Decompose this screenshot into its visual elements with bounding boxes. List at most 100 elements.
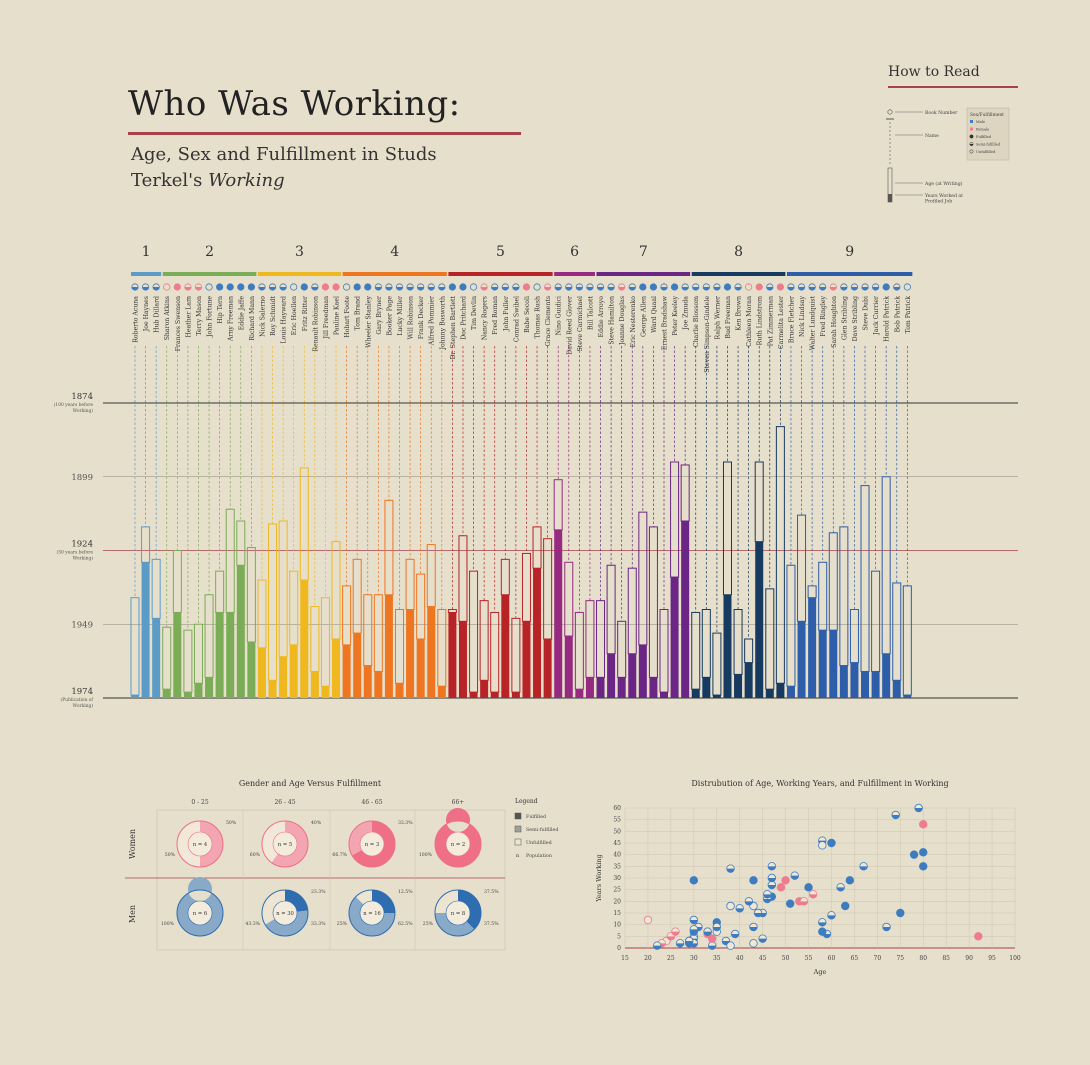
years-worked-segment (321, 686, 330, 698)
scatter-point (909, 850, 919, 859)
age-segment (722, 461, 732, 596)
age-segment (141, 526, 151, 563)
age-segment (363, 594, 373, 667)
scatter-dot-semi (790, 875, 799, 880)
pie-cell: n = 4 50% 50% (165, 820, 237, 868)
person-name: Nino Guidici (556, 296, 563, 335)
years-worked-segment (511, 692, 520, 698)
scatter-dot (974, 932, 983, 941)
person-bar: Fred Ringley (818, 283, 828, 698)
person-name: Roy Schmidt (270, 296, 277, 336)
age-segment (225, 508, 235, 613)
pie-pct-label: 37.5% (484, 889, 499, 895)
person-name: Ralph Werner (714, 296, 721, 340)
scatter-point (744, 897, 754, 906)
scatter-point (703, 927, 712, 936)
scatter-dot (726, 901, 735, 911)
scatter-point (974, 932, 983, 941)
pie-legend-label: Semi-fulfilled (526, 827, 558, 833)
person-bar: Wheeler Stanley (363, 283, 373, 698)
years-worked-segment (734, 674, 743, 698)
semi-fill (428, 287, 435, 291)
pie-slice-un (262, 890, 285, 925)
fulfillment-icon (290, 283, 298, 291)
scatter-dot-semi (768, 885, 776, 889)
scatter-point (919, 848, 928, 857)
pie-pct-label: 37.5% (484, 921, 499, 927)
years-worked-segment (501, 594, 510, 698)
fulfillment-icon (342, 283, 351, 291)
person-name: Thomas Rush (535, 296, 542, 338)
pie-cell: n = 3 33.3% 66.7% (332, 820, 413, 868)
person-name: Hobart Foote (344, 296, 351, 338)
pie-pct-label: 12.5% (398, 889, 413, 895)
age-segment (469, 570, 479, 693)
book-6-bar (554, 272, 595, 276)
person-bar: Pat Zimmerman (765, 283, 775, 698)
book-4-bar (342, 272, 447, 276)
scatter-point (781, 876, 790, 885)
scatter-point (749, 939, 758, 948)
pie-outline (261, 820, 309, 868)
age-segment (828, 532, 838, 631)
person-bar: Gary Bryner (373, 283, 383, 698)
person-bar: Thomas Rush (532, 283, 542, 698)
age-segment (299, 467, 309, 581)
age-segment (426, 544, 436, 608)
years-worked-segment (554, 529, 563, 698)
legend-semi-fill (969, 144, 974, 146)
semi-fill (840, 287, 848, 291)
title-rule (128, 132, 521, 135)
scatter-dot (804, 883, 813, 892)
person-bar: Ken Brown (733, 283, 743, 698)
scatter-dot-semi (653, 945, 661, 950)
scatter-x-tick: 25 (667, 955, 675, 962)
fulfillment-icon (364, 283, 372, 291)
scatter-dot-semi (735, 908, 744, 913)
pie-n-label: n = 3 (365, 842, 379, 848)
person-bar: Ralph Werner (712, 283, 722, 698)
scatter-point (749, 876, 758, 885)
person-bar: Alfred Pommier (426, 283, 436, 698)
person-bar: Doc Pritchard (458, 283, 468, 698)
person-bar: Roberto Acuna (130, 283, 140, 698)
person-name: Ward Quaal (651, 296, 658, 333)
pie-hole (445, 831, 471, 857)
age-segment (500, 558, 510, 596)
person-name: Doc Pritchard (460, 296, 467, 340)
scatter-dot-semi (809, 894, 817, 899)
semi-fill (258, 287, 266, 291)
y-tick-note: Working) (73, 704, 94, 709)
book-8-bar (691, 272, 786, 276)
semi-fill (713, 287, 721, 291)
scatter-point (712, 922, 721, 932)
legend-fulfill-swatch (969, 142, 974, 146)
age-segment (215, 570, 225, 613)
person-bar: Cathleen Moran (744, 283, 754, 698)
scatter-dot-semi (690, 929, 698, 934)
how-to-read-diagram: Book Number Name Age (at Writing) Years … (886, 107, 1010, 205)
scatter-y-tick: 30 (613, 875, 621, 882)
pie-hole (359, 900, 385, 926)
person-name: Pat Zimmerman (767, 296, 774, 346)
semi-fill (766, 287, 773, 291)
scatter-dot-semi (818, 922, 827, 927)
person-bar: Renault Robinson (310, 283, 320, 698)
scatter-x-tick: 30 (690, 955, 698, 962)
person-name: Charlie Blossom (693, 296, 700, 347)
age-segment (130, 597, 140, 696)
person-name: Steven Simpson-Gindele (704, 296, 711, 373)
person-name: Renault Robinson (312, 296, 319, 352)
years-worked-segment (628, 653, 637, 698)
scatter-x-tick: 35 (713, 955, 721, 962)
book-2-bar (162, 272, 257, 276)
age-segment (712, 632, 722, 696)
person-name: Eric Nesterenko (630, 296, 637, 348)
pie-pct-label: 50% (165, 852, 176, 858)
pie-n-label: n = 30 (276, 911, 294, 917)
book-2-number: 2 (205, 244, 214, 260)
years-worked-segment (395, 683, 404, 698)
scatter-point (652, 941, 662, 950)
person-bar: Fred Roman (490, 283, 500, 698)
person-bar: Bruce Fletcher (786, 283, 796, 698)
